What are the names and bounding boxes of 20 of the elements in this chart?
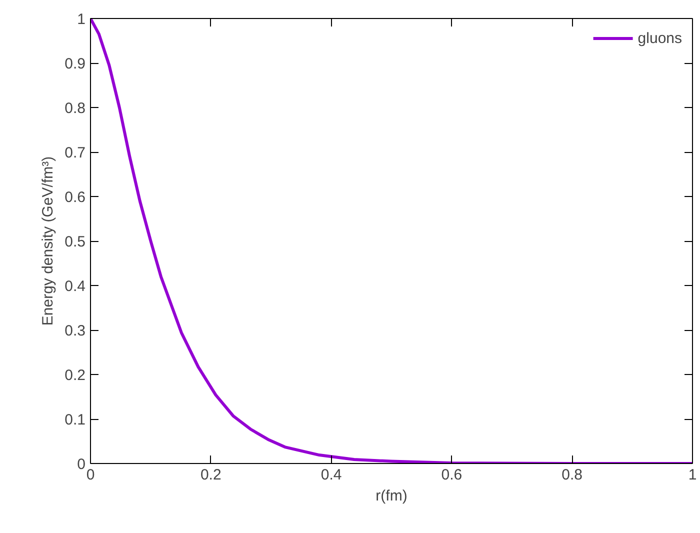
y-tick-label: 0.6: [64, 189, 86, 206]
x-tick-label: 0.2: [200, 466, 222, 484]
y-tick-label: 0: [77, 456, 86, 473]
y-tick-label: 0.9: [64, 56, 86, 72]
y-tick-label: 0.8: [64, 100, 86, 117]
x-tick-label: 0.4: [320, 466, 342, 484]
legend-label: gluons: [638, 30, 682, 46]
y-tick-label: 0.3: [64, 322, 86, 340]
x-tick-label: 0.8: [562, 466, 583, 484]
x-axis-title: r(fm): [376, 488, 408, 504]
line-series: [90, 18, 692, 464]
y-axis-title: Energy density (GeV/fm³): [40, 156, 57, 326]
y-tick-label: 0.1: [64, 412, 86, 428]
y-tick-label: 0.4: [64, 278, 86, 295]
x-tick-label: 1: [688, 466, 697, 484]
y-tick-label: 0.7: [64, 144, 86, 162]
x-tick-label: 0.6: [441, 466, 462, 484]
y-tick-label: 0.2: [64, 367, 86, 384]
y-tick-label: 1: [77, 11, 86, 28]
y-tick-label: 0.5: [64, 234, 86, 250]
